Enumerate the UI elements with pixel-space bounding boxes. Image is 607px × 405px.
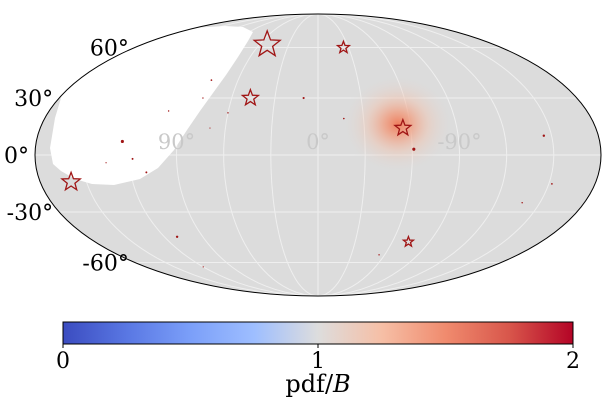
source-dot-marker: [145, 171, 148, 174]
lon-tick-label: 90°: [158, 130, 195, 154]
source-star-marker: [60, 170, 82, 192]
graticule-meridian: [317, 14, 555, 296]
lat-tick-label: 60°: [90, 37, 129, 62]
colorbar-tick-label: 1: [311, 349, 325, 374]
source-dot-marker: [175, 235, 179, 238]
colorbar-gradient: [62, 321, 574, 345]
source-dot-marker: [378, 254, 380, 256]
colorbar-label: pdf/B: [285, 370, 350, 398]
map-outline: [34, 13, 602, 297]
source-dot-marker: [302, 96, 305, 100]
lat-tick-label: -30°: [7, 201, 53, 226]
source-dot-marker: [202, 97, 204, 99]
source-dot-marker: [131, 157, 134, 160]
source-dot-marker: [551, 183, 553, 185]
source-dot-marker: [227, 112, 229, 114]
graticule-meridian: [270, 14, 319, 296]
source-dot-marker: [209, 127, 211, 129]
source-dot-marker: [202, 266, 204, 268]
lat-tick-label: 30°: [14, 87, 53, 112]
probability-hotspot: [341, 74, 454, 175]
source-star-marker: [252, 29, 282, 58]
lon-tick-label: -90°: [437, 130, 481, 154]
source-dot-marker: [120, 139, 124, 144]
source-dot-marker: [342, 117, 345, 120]
source-dot-marker: [167, 110, 170, 112]
source-star-marker: [393, 117, 413, 137]
lon-tick-label: 0°: [306, 130, 330, 154]
source-dot-marker: [210, 79, 213, 81]
source-star-marker: [335, 39, 352, 55]
lat-tick-label: 0°: [4, 144, 29, 169]
graticule-meridian: [317, 14, 461, 296]
source-star-marker: [240, 87, 261, 107]
map-plot-area: 90° 0° -90°: [34, 13, 602, 297]
source-dot-marker: [542, 134, 546, 137]
source-dot-marker: [521, 202, 523, 204]
colorbar-tick-label: 0: [56, 349, 70, 374]
lat-tick-label: -60°: [82, 251, 128, 276]
source-dot-marker: [105, 162, 107, 164]
source-dot-marker: [412, 147, 416, 151]
masked-region: [50, 26, 253, 185]
source-star-marker: [401, 234, 416, 248]
colorbar: 0 1 2 pdf/B: [56, 321, 580, 398]
graticule-meridian: [223, 14, 319, 296]
colorbar-tick-label: 2: [566, 349, 580, 374]
graticule-meridian: [317, 14, 508, 296]
